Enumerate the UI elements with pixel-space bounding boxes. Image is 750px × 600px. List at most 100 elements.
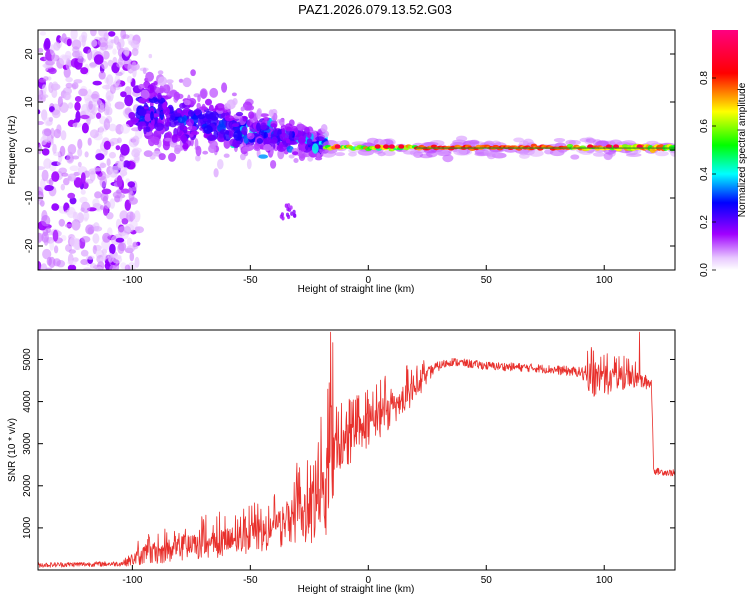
spectrogram-blob	[99, 175, 108, 188]
spectrogram-blob	[164, 96, 169, 100]
snr-xtick-label: -100	[122, 575, 142, 586]
spectrogram-blob	[150, 136, 160, 144]
spectrogram-blob	[67, 144, 77, 155]
spectrogram-blob	[246, 132, 255, 140]
snr-y-axis-label: SNR (10 * v/v)	[7, 418, 18, 482]
spectrogram-blob	[80, 114, 90, 120]
spectrogram-blob	[289, 205, 293, 210]
spectrogram-blob	[132, 147, 143, 154]
spectrogram-blob	[134, 256, 140, 268]
spectrogram-blob	[67, 192, 76, 199]
spectrogram-blob	[278, 142, 283, 149]
spectrogram-blob	[158, 153, 166, 161]
snr-ytick-label: 1000	[22, 516, 33, 539]
snr-frame	[37, 329, 676, 571]
spectrogram-blob	[164, 117, 170, 127]
spectrogram-blob	[44, 38, 51, 50]
snr-y-axis: 1000 2000 3000 4000 5000	[22, 348, 675, 539]
colorbar-ticks: 0.0 0.2 0.4 0.6 0.8	[699, 71, 716, 277]
spectrogram-blob	[284, 123, 293, 132]
spectrogram-blob	[117, 242, 125, 254]
spectrogram-blob	[70, 30, 78, 40]
spectrogram-blob	[84, 151, 89, 158]
spectrogram-blob	[116, 41, 122, 51]
spectrogram-blob	[67, 260, 77, 266]
spectrogram-blob	[232, 123, 239, 127]
colorbar-tick-label: 0.4	[699, 167, 710, 181]
spectrogram-blob	[71, 39, 82, 50]
snr-xtick-label: 0	[366, 575, 372, 586]
spectrogram-blob	[38, 109, 41, 115]
spectrogram-blob	[98, 71, 106, 80]
spectrogram-blob	[179, 121, 185, 131]
spectrogram-blob	[174, 147, 181, 155]
spectrogram-blob	[232, 138, 240, 149]
spectrogram-blob	[92, 80, 102, 86]
spectrogram-blob	[171, 133, 178, 143]
spectrogram-blob	[224, 115, 235, 122]
spectrogram-blob	[89, 263, 97, 269]
spectrogram-blob	[217, 159, 224, 170]
spectrogram-blob	[263, 137, 272, 145]
spectrogram-blob	[52, 143, 57, 154]
spectrogram-blob	[108, 123, 117, 132]
spectrogram-blob	[279, 118, 285, 126]
spectrogram-blob	[182, 142, 189, 150]
spectrogram-blob	[63, 91, 71, 101]
spectrogram-blob	[126, 75, 133, 84]
spectrogram-blob	[180, 134, 188, 142]
snr-ytick-label: 5000	[22, 348, 33, 371]
spectrogram-x-axis-label: Height of straight line (km)	[298, 284, 415, 295]
spectrogram-blob	[92, 233, 100, 244]
spectrogram-blob	[92, 226, 103, 232]
spectrogram-blob	[107, 59, 114, 67]
spectrogram-blob	[43, 158, 52, 169]
spectrogram-blob	[233, 130, 243, 141]
spectrogram-blob	[553, 138, 566, 143]
spectrogram-blob	[64, 209, 74, 215]
spectrogram-blob	[143, 150, 153, 158]
spectrogram-blob	[58, 167, 67, 174]
spectrogram-blob	[48, 256, 56, 268]
spectrogram-blob	[256, 109, 262, 120]
spectrogram-blob	[116, 79, 121, 84]
spectrogram-blob	[288, 141, 299, 145]
spectrogram-blob	[124, 94, 134, 107]
spectrogram-blob	[128, 112, 136, 119]
spectrogram-blob	[73, 79, 83, 84]
spectrogram-blob	[126, 245, 136, 252]
spectrogram-blob	[334, 152, 345, 157]
spectrogram-blob	[60, 130, 67, 141]
spectrogram-blob	[203, 125, 213, 134]
spectrogram-blob	[102, 232, 111, 243]
spectrogram-blob	[39, 31, 47, 36]
spectrogram-blob	[190, 69, 196, 77]
spectrogram-blob	[116, 61, 124, 68]
spectrogram-blob	[81, 31, 88, 40]
spectrogram-blob	[306, 138, 313, 146]
spectrogram-blob	[168, 152, 176, 162]
spectrogram-blob	[66, 154, 75, 164]
spectrogram-blob	[92, 98, 103, 106]
spectrogram-blob	[109, 243, 116, 255]
spectrogram-blob	[208, 104, 214, 112]
spectrogram-blob	[281, 216, 285, 221]
spectrogram-blob	[120, 91, 127, 98]
spectrogram-blob	[67, 264, 77, 270]
snr-ytick-label: 3000	[22, 432, 33, 455]
spectrogram-blob	[292, 209, 296, 215]
spectrogram-blob	[231, 92, 237, 97]
spectrogram-blob	[121, 218, 129, 225]
spectrogram-blob	[103, 118, 110, 131]
spectrogram-blob	[165, 79, 174, 84]
snr-x-axis-label: Height of straight line (km)	[298, 584, 415, 595]
spectrogram-blob	[248, 111, 255, 119]
spectrogram-blob	[65, 82, 73, 89]
spectrogram-blob	[157, 92, 162, 100]
spectrogram-blob	[120, 143, 130, 156]
spectrogram-blob	[162, 140, 170, 151]
spectrogram-blob	[42, 248, 52, 260]
spectrogram-blob	[137, 121, 147, 130]
spectrogram-blob	[185, 118, 195, 127]
spectrogram-blob	[51, 52, 57, 63]
